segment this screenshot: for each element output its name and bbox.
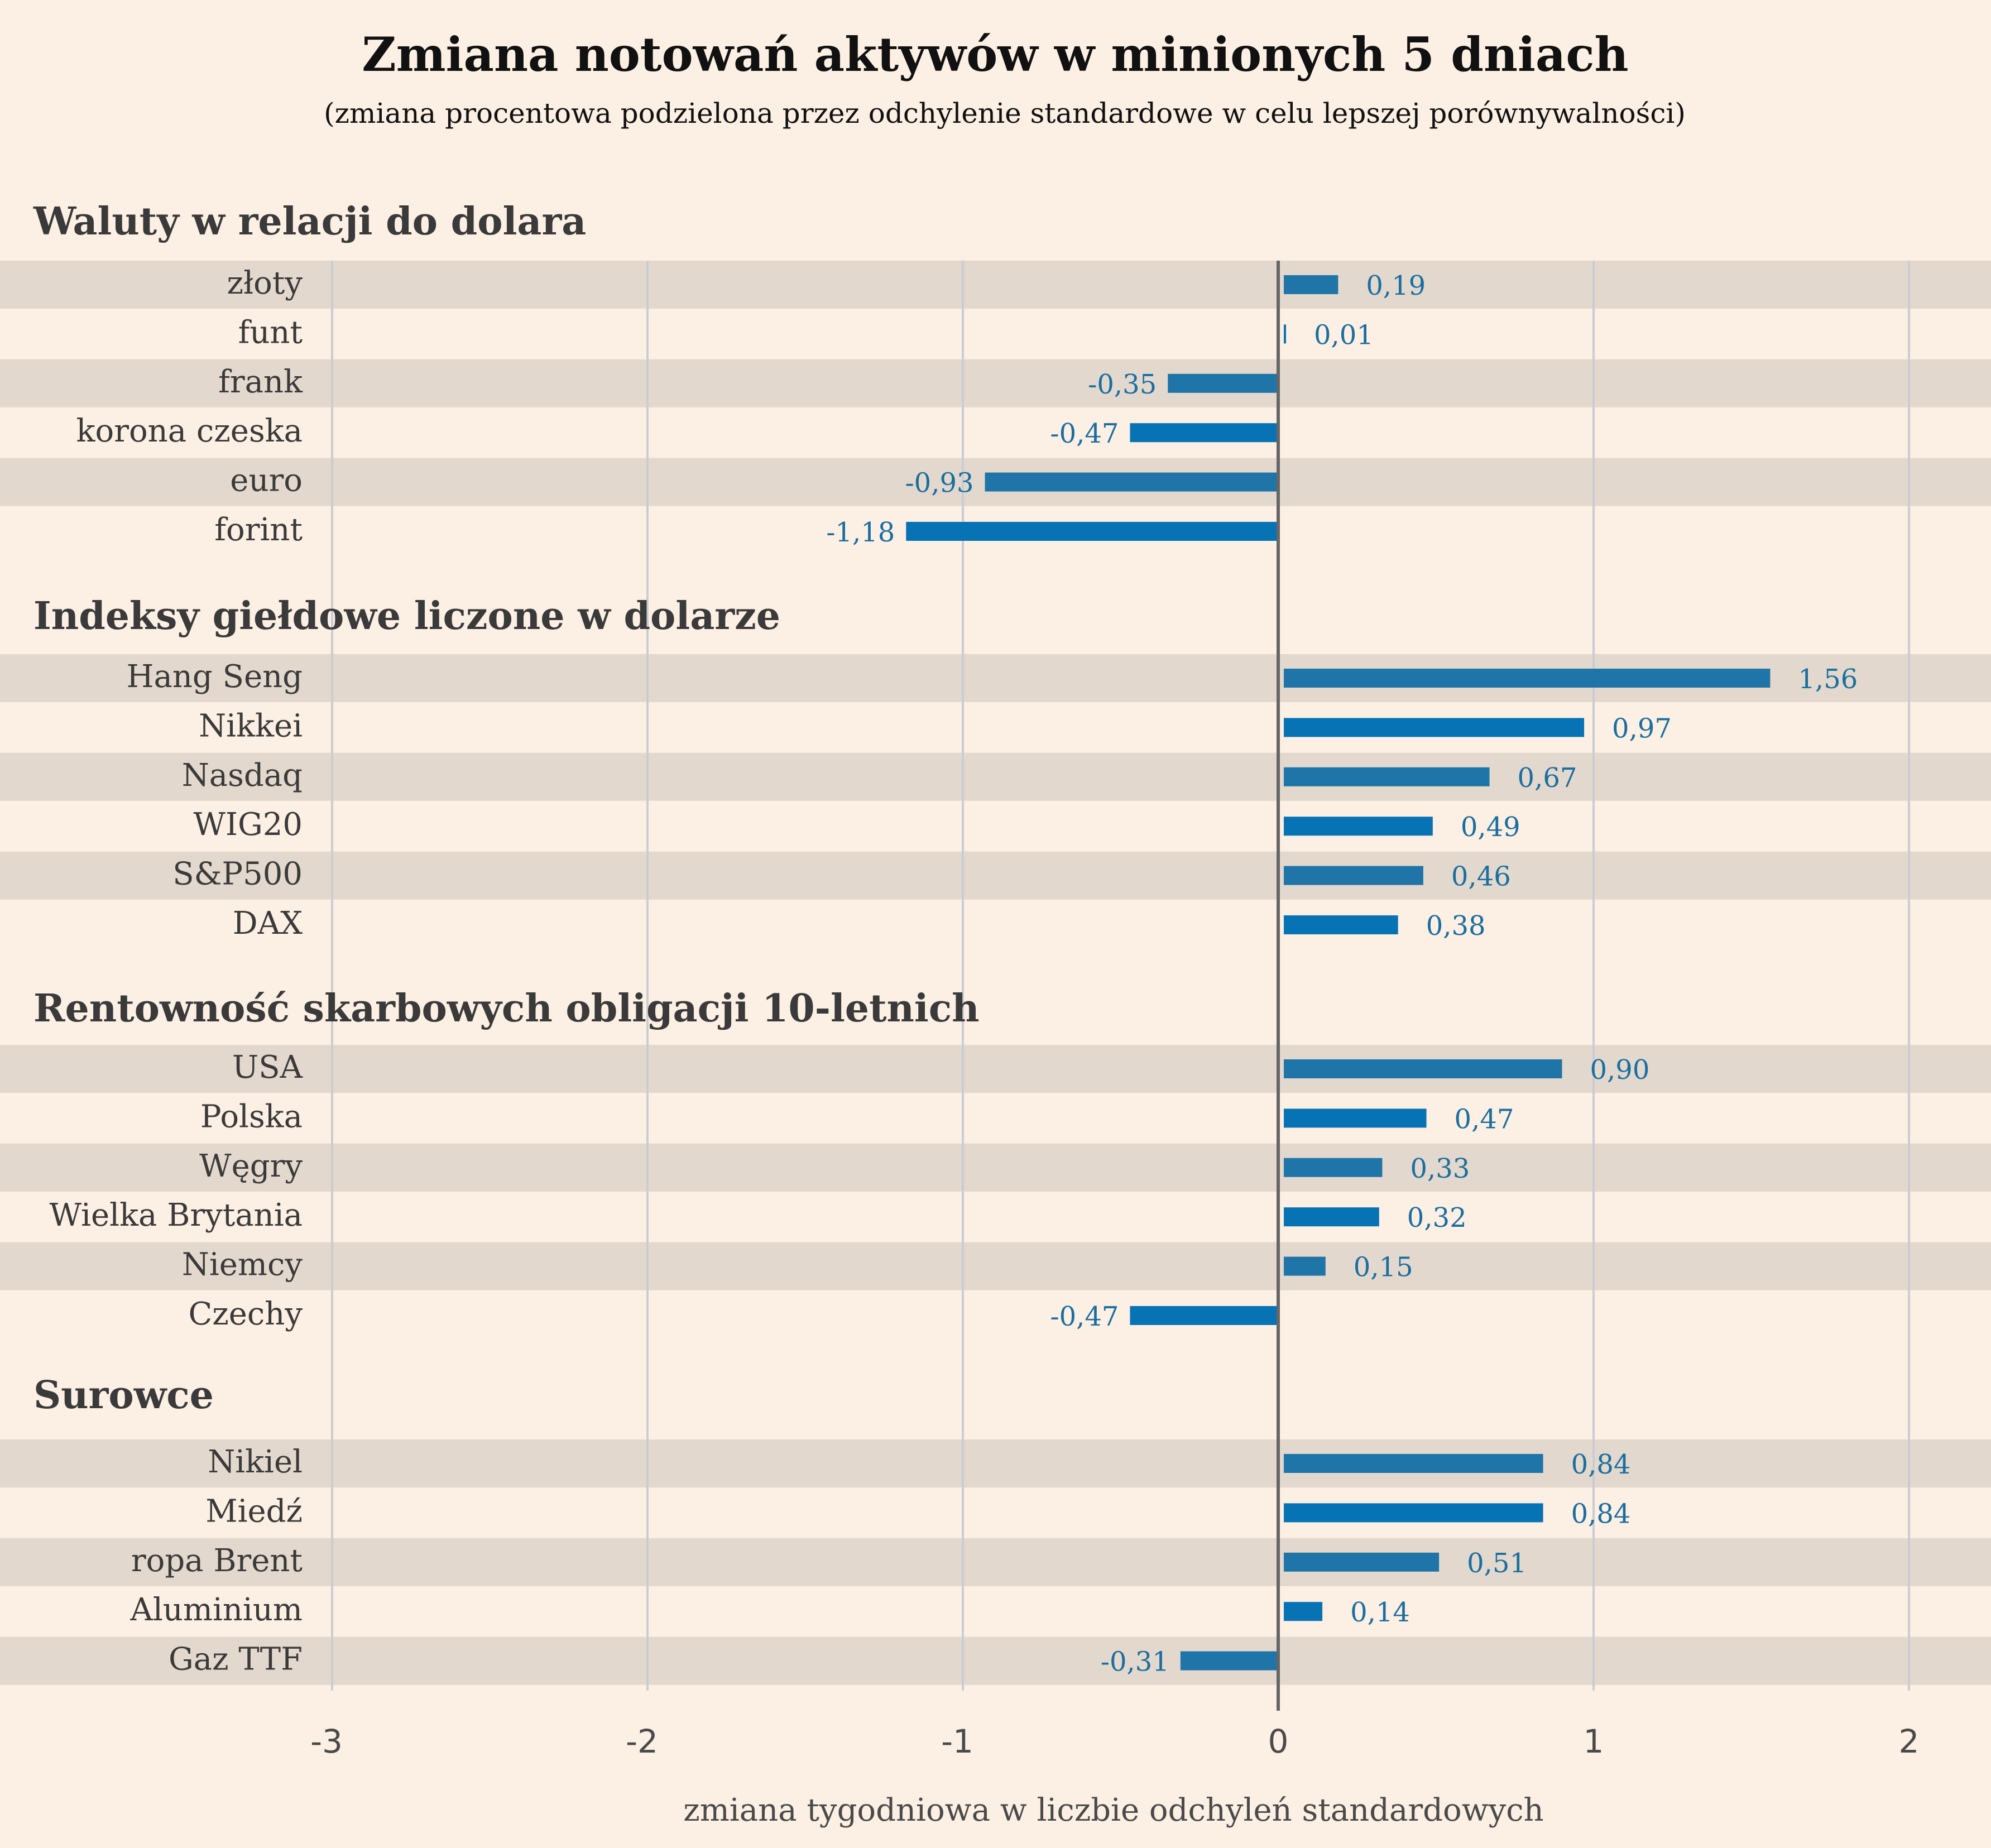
data-label: 0,38 xyxy=(1426,910,1486,942)
bar xyxy=(1180,1651,1278,1671)
data-label: -0,93 xyxy=(905,468,973,499)
x-tick-label: -2 xyxy=(626,1722,658,1760)
group-title: Indeksy giełdowe liczone w dolarze xyxy=(33,594,780,639)
x-tick-label: 2 xyxy=(1899,1722,1920,1760)
bar xyxy=(1284,915,1398,934)
row-label: Wielka Brytania xyxy=(50,1197,303,1233)
row-label: Hang Seng xyxy=(127,659,303,695)
data-label: 0,33 xyxy=(1410,1153,1470,1184)
data-label: 0,01 xyxy=(1314,319,1374,351)
row-label: USA xyxy=(232,1049,303,1086)
bar xyxy=(1284,767,1490,786)
bar xyxy=(985,472,1278,492)
row-label: korona czeska xyxy=(76,413,303,449)
gridlines xyxy=(331,261,1910,1691)
bar xyxy=(1284,1108,1427,1128)
data-label: 0,47 xyxy=(1455,1103,1514,1135)
bar xyxy=(1284,1454,1543,1473)
x-axis-ticks: -3 -2 -1 0 1 2 xyxy=(310,1722,1919,1760)
data-label: 0,49 xyxy=(1461,812,1520,843)
row-label: Miedź xyxy=(205,1493,303,1529)
data-label: 0,46 xyxy=(1451,861,1511,892)
row-label: S&P500 xyxy=(172,856,303,892)
bar xyxy=(1284,324,1286,344)
data-label: 0,15 xyxy=(1354,1252,1413,1283)
group-title: Surowce xyxy=(33,1373,214,1418)
data-label: 0,19 xyxy=(1366,270,1426,301)
row-label: Węgry xyxy=(199,1148,303,1184)
row-label: frank xyxy=(218,364,303,400)
x-tick-label: -1 xyxy=(941,1722,973,1760)
row-label: euro xyxy=(230,463,303,499)
row-label: Polska xyxy=(200,1098,303,1135)
data-label: -0,47 xyxy=(1050,418,1119,449)
bar xyxy=(1130,1306,1278,1325)
bar xyxy=(1130,423,1278,443)
bar xyxy=(1168,373,1278,393)
labels: Waluty w relacji do dolara złoty 0,19 funt 0… xyxy=(33,199,1858,1678)
row-label: złoty xyxy=(227,265,303,301)
x-tick-label: 0 xyxy=(1268,1722,1289,1760)
data-label: -0,35 xyxy=(1088,369,1157,400)
bar xyxy=(1284,1602,1323,1621)
data-label: 0,90 xyxy=(1590,1054,1650,1086)
group-title: Rentowność skarbowych obligacji 10-letni… xyxy=(33,986,980,1031)
row-label: Aluminium xyxy=(129,1592,303,1628)
row-label: Niemcy xyxy=(182,1247,303,1283)
bar xyxy=(906,522,1278,541)
bar xyxy=(1284,1207,1379,1227)
chart-title: Zmiana notowań aktywów w minionych 5 dni… xyxy=(362,27,1628,82)
row-label: Gaz TTF xyxy=(169,1641,303,1678)
bar xyxy=(1284,1158,1383,1177)
row-label: funt xyxy=(238,314,303,351)
group-title: Waluty w relacji do dolara xyxy=(33,199,586,244)
chart-subtitle: (zmiana procentowa podzielona przez odch… xyxy=(324,97,1686,129)
row-label: ropa Brent xyxy=(131,1543,303,1579)
data-label: 0,32 xyxy=(1407,1202,1467,1233)
data-label: -0,31 xyxy=(1101,1647,1169,1678)
data-label: -0,47 xyxy=(1050,1301,1119,1332)
data-label: 0,84 xyxy=(1571,1449,1631,1480)
data-label: 1,56 xyxy=(1798,664,1858,695)
x-tick-label: -3 xyxy=(310,1722,343,1760)
row-label: Nikkei xyxy=(199,708,303,744)
data-label: 0,97 xyxy=(1612,713,1672,744)
data-label: 0,67 xyxy=(1518,762,1577,794)
x-tick-label: 1 xyxy=(1584,1722,1604,1760)
x-axis-title: zmiana tygodniowa w liczbie odchyleń sta… xyxy=(683,1792,1543,1828)
bar xyxy=(1284,718,1585,737)
bars xyxy=(906,275,1771,1671)
data-label: 0,84 xyxy=(1571,1498,1631,1529)
row-label: DAX xyxy=(233,905,303,942)
data-label: 0,51 xyxy=(1467,1548,1527,1579)
bar xyxy=(1284,1552,1440,1572)
row-label: WIG20 xyxy=(193,807,303,843)
bar xyxy=(1284,1059,1562,1078)
row-label: Nasdaq xyxy=(182,757,303,794)
bar xyxy=(1284,669,1771,688)
bar xyxy=(1284,866,1423,885)
data-label: 0,14 xyxy=(1350,1597,1410,1628)
bar xyxy=(1284,1256,1326,1276)
data-label: -1,18 xyxy=(826,517,895,548)
bar xyxy=(1284,275,1338,294)
bar xyxy=(1284,1503,1543,1523)
row-label: Czechy xyxy=(188,1296,303,1332)
bar xyxy=(1284,817,1433,836)
row-label: Nikiel xyxy=(208,1444,303,1480)
row-label: forint xyxy=(214,512,303,548)
